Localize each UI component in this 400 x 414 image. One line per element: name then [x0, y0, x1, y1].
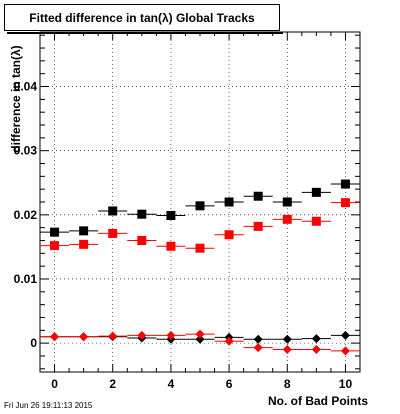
- data-point-square: [79, 239, 89, 249]
- data-point-diamond: [253, 343, 263, 353]
- data-point-square: [166, 210, 176, 220]
- x-tick-label: 10: [339, 377, 353, 391]
- x-tick-label: 8: [284, 377, 291, 391]
- data-point-square: [311, 187, 321, 197]
- data-point-diamond: [50, 332, 60, 342]
- data-point-diamond: [166, 330, 176, 340]
- x-tick-label: 4: [168, 377, 175, 391]
- data-point-diamond: [311, 334, 321, 344]
- data-point-square: [137, 235, 147, 245]
- data-point-diamond: [195, 329, 205, 339]
- data-point-square: [50, 241, 60, 251]
- data-point-square: [50, 227, 60, 237]
- series-1: [40, 198, 360, 253]
- data-point-diamond: [79, 332, 89, 342]
- y-tick-label: 0: [30, 336, 37, 350]
- data-point-square: [253, 221, 263, 231]
- data-point-diamond: [282, 345, 292, 355]
- data-point-square: [166, 241, 176, 251]
- data-point-diamond: [195, 334, 205, 344]
- data-point-diamond: [282, 334, 292, 344]
- series-3: [40, 329, 360, 356]
- data-point-diamond: [224, 336, 234, 346]
- data-point-square: [282, 197, 292, 207]
- data-point-square: [340, 179, 350, 189]
- y-tick-label: 0.04: [14, 80, 38, 94]
- y-tick-label: 0.01: [14, 272, 38, 286]
- y-tick-label: 0.02: [14, 208, 38, 222]
- data-point-diamond: [311, 345, 321, 355]
- data-point-diamond: [108, 331, 118, 341]
- data-point-diamond: [137, 330, 147, 340]
- data-point-square: [79, 226, 89, 236]
- x-tick-label: 2: [109, 377, 116, 391]
- x-tick-label: 6: [226, 377, 233, 391]
- x-tick-label: 0: [51, 377, 58, 391]
- data-point-square: [282, 214, 292, 224]
- data-point-square: [195, 201, 205, 211]
- y-tick-label: 0.03: [14, 144, 38, 158]
- timestamp-footer: Fri Jun 26 19:11:13 2015: [4, 401, 93, 410]
- data-point-diamond: [253, 334, 263, 344]
- data-point-square: [108, 228, 118, 238]
- data-point-square: [340, 198, 350, 208]
- data-point-diamond: [340, 330, 350, 340]
- y-axis-label: difference in tan(λ): [9, 45, 23, 153]
- data-point-square: [108, 206, 118, 216]
- series-0: [40, 179, 360, 237]
- data-marks: [40, 179, 360, 356]
- chart-title-box: Fitted difference in tan(λ) Global Track…: [4, 4, 283, 34]
- data-point-square: [195, 243, 205, 253]
- data-point-diamond: [340, 346, 350, 356]
- x-axis-label: No. of Bad Points: [268, 394, 368, 408]
- data-point-square: [224, 230, 234, 240]
- data-point-square: [224, 197, 234, 207]
- axes: 0 2 4 6 8 10 0 0.01 0.02 0.03 0.04: [14, 32, 361, 391]
- chart-title: Fitted difference in tan(λ) Global Track…: [29, 11, 255, 25]
- data-point-square: [253, 191, 263, 201]
- data-point-square: [137, 209, 147, 219]
- data-point-square: [311, 216, 321, 226]
- title-box-shadow: [7, 32, 283, 34]
